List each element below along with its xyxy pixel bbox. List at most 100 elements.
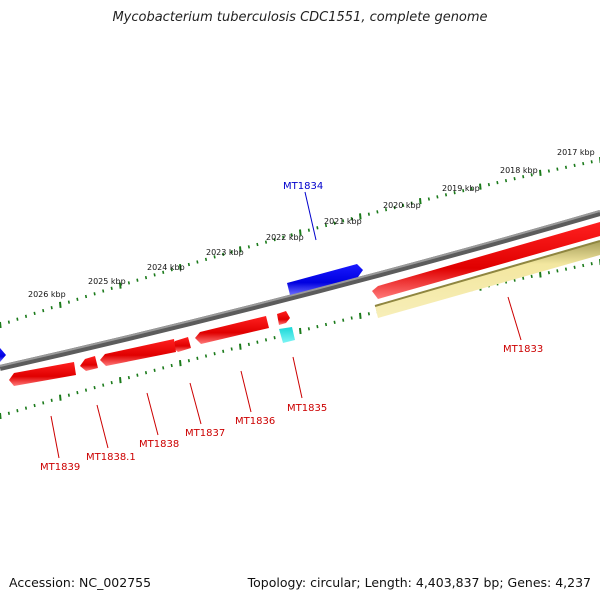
outer-ring-minor-tick	[556, 167, 559, 171]
inner-ring-minor-tick	[136, 373, 139, 377]
gene-MT1835[interactable]	[277, 311, 290, 325]
outer-ring-minor-tick	[153, 273, 156, 277]
inner-ring-minor-tick	[33, 403, 36, 408]
inner-ring-major-tick	[119, 377, 122, 384]
inner-ring-minor-tick	[170, 363, 173, 368]
outer-ring-minor-tick	[342, 219, 345, 223]
inner-ring-minor-tick	[333, 320, 336, 324]
outer-ring-minor-tick	[93, 292, 96, 296]
outer-ring-minor-tick	[573, 163, 576, 168]
inner-ring-major-tick	[539, 271, 542, 278]
outer-ring-minor-tick	[136, 278, 139, 282]
inner-ring-minor-tick	[67, 393, 70, 397]
outer-ring-major-tick	[479, 183, 482, 190]
scale-label-2025: 2025 kbp	[88, 277, 126, 286]
outer-ring-minor-tick	[222, 252, 225, 257]
inner-ring-minor-tick	[564, 267, 568, 271]
outer-ring-minor-tick	[213, 255, 216, 259]
inner-ring-minor-tick	[350, 316, 353, 320]
outer-ring-minor-tick	[162, 270, 165, 274]
inner-ring-minor-tick	[247, 342, 250, 347]
outer-ring-minor-tick	[470, 186, 473, 191]
outer-ring-minor-tick	[264, 240, 268, 244]
outer-ring-minor-tick	[436, 195, 439, 199]
outer-ring-minor-tick	[590, 160, 593, 164]
outer-ring-minor-tick	[513, 177, 516, 181]
gene-label-MT1838.1[interactable]: MT1838.1	[86, 452, 136, 463]
outer-ring-minor-tick	[282, 235, 285, 239]
outer-ring-minor-tick	[384, 208, 388, 212]
gene-MT1837[interactable]	[172, 337, 191, 352]
accession-text: Accession: NC_002755	[9, 575, 152, 590]
inner-ring-minor-tick	[110, 380, 113, 385]
outer-ring-minor-tick	[127, 281, 130, 285]
outer-ring-minor-tick	[230, 250, 233, 254]
leader-line-MT1838.1	[96, 404, 109, 449]
outer-ring-minor-tick	[324, 223, 328, 228]
gene-label-MT1838[interactable]: MT1838	[139, 439, 179, 450]
scale-label-2022: 2022 kbp	[266, 233, 304, 242]
inner-ring-minor-tick	[162, 366, 165, 370]
outer-ring-minor-tick	[350, 217, 353, 221]
gene-MT1833[interactable]	[372, 222, 600, 299]
genome-summary-text: Topology: circular; Length: 4,403,837 bp…	[247, 575, 591, 590]
gene-partial-left[interactable]	[0, 348, 6, 362]
outer-ring-major-tick	[419, 198, 422, 205]
inner-ring-minor-tick	[196, 356, 199, 360]
outer-ring-minor-tick	[84, 294, 88, 299]
gene-label-MT1834[interactable]: MT1834	[283, 181, 323, 192]
outer-ring-minor-tick	[196, 260, 199, 264]
inner-ring-minor-tick	[144, 371, 148, 375]
gene-label-MT1833[interactable]: MT1833	[503, 344, 543, 355]
inner-ring-minor-tick	[367, 312, 370, 316]
outer-ring-minor-tick	[256, 242, 259, 247]
gene-label-MT1836[interactable]: MT1836	[235, 416, 275, 427]
inner-ring-minor-tick	[590, 262, 593, 266]
misc-feature-bar[interactable]	[375, 241, 600, 318]
gene-MT1838.1[interactable]	[80, 356, 98, 371]
outer-ring-minor-tick	[547, 169, 550, 173]
outer-ring-major-tick	[179, 264, 182, 271]
scale-label-2024: 2024 kbp	[147, 263, 185, 272]
inner-ring-minor-tick	[187, 359, 190, 363]
outer-ring-minor-tick	[42, 308, 45, 313]
gene-MT1839[interactable]	[9, 362, 76, 386]
outer-ring-major-tick	[359, 213, 362, 220]
inner-ring-minor-tick	[127, 375, 130, 380]
outer-ring-minor-tick	[170, 268, 173, 272]
inner-ring-minor-tick	[153, 368, 156, 372]
inner-ring-minor-tick	[256, 340, 259, 344]
gene-label-MT1835[interactable]: MT1835	[287, 403, 327, 414]
outer-ring-minor-tick	[144, 275, 148, 280]
outer-ring-minor-tick	[307, 228, 310, 232]
leader-line-MT1833	[507, 296, 522, 341]
outer-ring-minor-tick	[316, 226, 319, 230]
outer-ring-minor-tick	[333, 221, 336, 225]
outer-ring-major-tick	[0, 321, 2, 329]
outer-ring-minor-tick	[50, 306, 53, 310]
inner-ring-minor-tick	[342, 318, 345, 322]
gene-MT1838[interactable]	[100, 339, 176, 366]
gene-labels: MT1834 MT1833 MT1835 MT1836 MT1837 MT183…	[40, 181, 543, 473]
inner-ring-minor-tick	[556, 269, 559, 273]
gene-MT1834[interactable]	[287, 264, 363, 295]
outer-ring-minor-tick	[444, 193, 448, 197]
gene-MT1836[interactable]	[195, 316, 269, 344]
inner-ring-major-tick	[239, 343, 242, 350]
genome-backbone	[0, 210, 600, 371]
outer-ring-minor-tick	[564, 165, 568, 169]
inner-ring-minor-tick	[16, 409, 19, 413]
leader-line-MT1835	[292, 356, 303, 399]
leader-line-MT1839	[50, 415, 60, 459]
gene-label-MT1839[interactable]: MT1839	[40, 462, 80, 473]
outer-ring-minor-tick	[16, 317, 19, 321]
outer-ring-major-tick	[59, 301, 62, 308]
gene-label-MT1837[interactable]: MT1837	[185, 428, 225, 439]
outer-ring-minor-tick	[187, 262, 190, 267]
inner-ring-major-tick	[299, 327, 302, 335]
gene-MT1835-rna[interactable]	[279, 327, 295, 343]
leader-line-MT1834	[304, 191, 317, 241]
inner-ring-minor-tick	[582, 263, 585, 268]
outer-ring-minor-tick	[504, 178, 508, 183]
